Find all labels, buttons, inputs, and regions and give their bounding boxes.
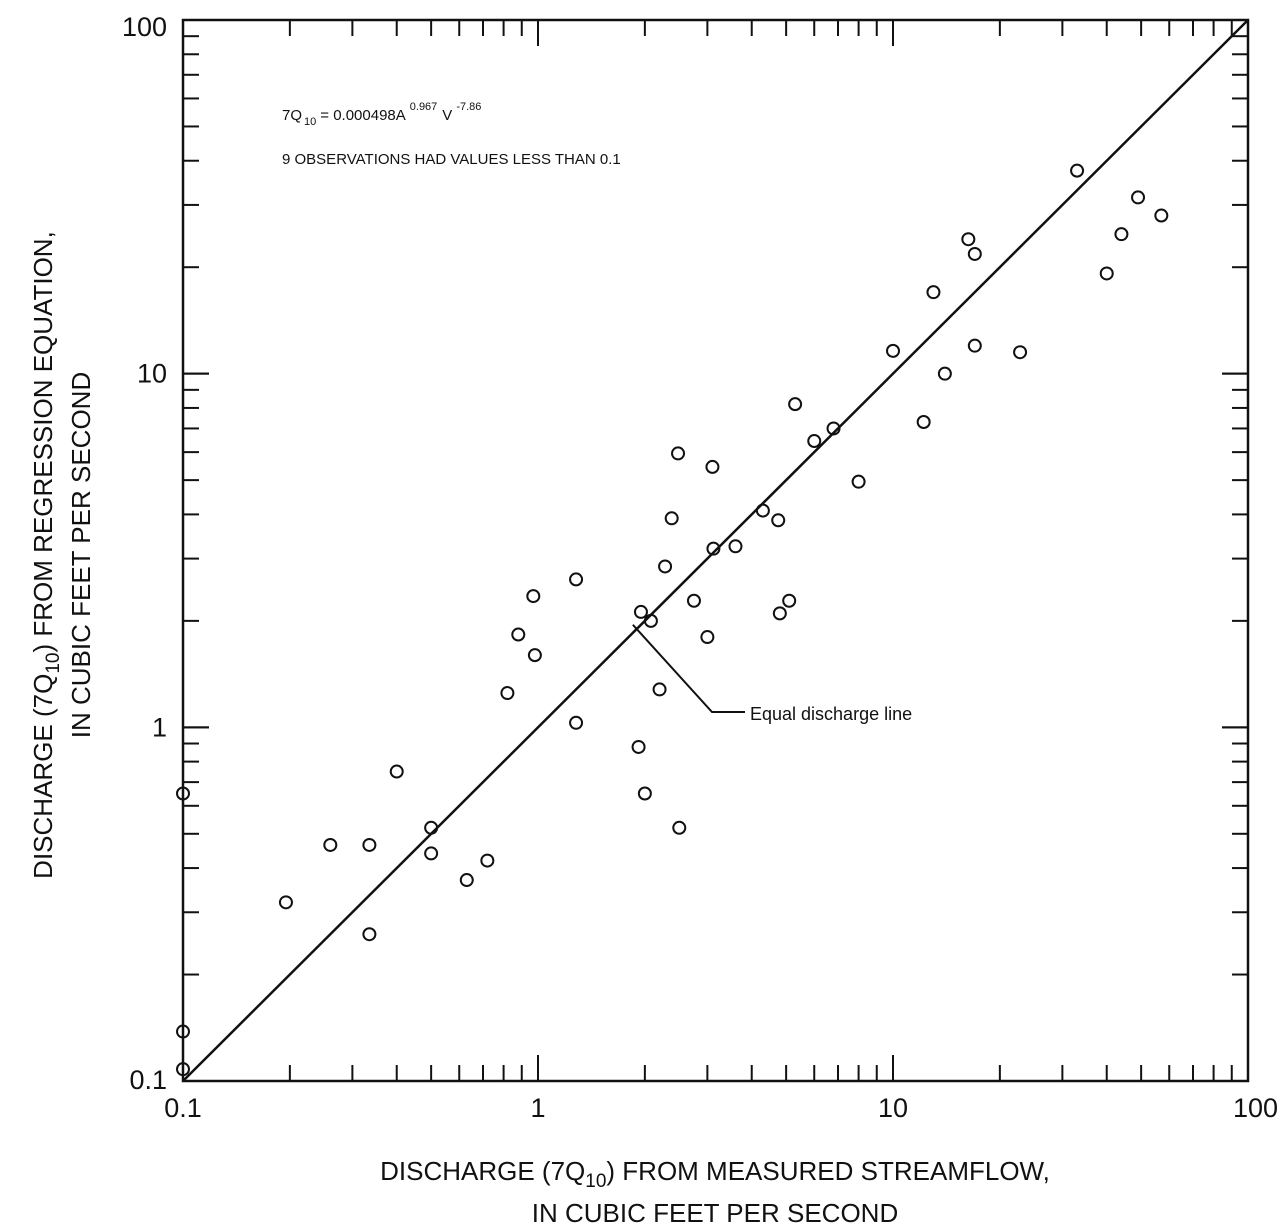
- data-point: [782, 593, 797, 608]
- equation-mid: = 0.000498A: [320, 107, 406, 124]
- data-point: [706, 541, 721, 556]
- data-point: [1154, 208, 1169, 223]
- x-tick-label: 0.1: [164, 1093, 202, 1123]
- data-point: [480, 853, 495, 868]
- data-point: [961, 232, 976, 247]
- data-point: [886, 343, 900, 358]
- data-point: [672, 820, 687, 835]
- data-point: [788, 397, 803, 412]
- y-axis-title-post: ) FROM REGRESSION EQUATION,: [28, 231, 58, 652]
- data-point: [362, 927, 377, 942]
- x-axis-title-sub: 10: [585, 1171, 606, 1192]
- equation-exp-a: 0.967: [410, 101, 438, 113]
- data-point: [527, 648, 542, 663]
- data-point: [526, 589, 541, 604]
- data-point: [176, 1062, 190, 1077]
- data-point: [511, 627, 526, 642]
- data-point: [664, 511, 679, 526]
- x-axis-title: DISCHARGE (7Q10) FROM MEASURED STREAMFLO…: [380, 1156, 1050, 1192]
- regression-equation: 7Q 10 = 0.000498A 0.967 V -7.86: [282, 101, 481, 128]
- x-tick-label: 10: [878, 1093, 908, 1123]
- data-point: [323, 837, 338, 852]
- data-point: [362, 837, 377, 852]
- data-point: [807, 434, 822, 449]
- data-point: [1131, 190, 1146, 205]
- data-point: [916, 415, 931, 430]
- data-point: [1013, 345, 1028, 360]
- data-point: [631, 739, 646, 754]
- x-axis-title-pre: DISCHARGE (7Q: [380, 1156, 585, 1186]
- y-axis-title-pre: DISCHARGE (7Q: [28, 674, 58, 879]
- observations-note: 9 OBSERVATIONS HAD VALUES LESS THAN 0.1: [282, 151, 621, 168]
- y-axis-title-line2: IN CUBIC FEET PER SECOND: [66, 372, 96, 738]
- annotation-equal-discharge-line: Equal discharge line: [750, 704, 912, 724]
- data-point: [176, 1024, 190, 1039]
- data-point: [569, 715, 584, 730]
- data-point: [686, 593, 701, 608]
- tick-labels: 0.1 1 10 100 0.1 1 10 100: [122, 12, 1278, 1123]
- equation-lhs-sub: 10: [304, 116, 316, 128]
- y-tick-label: 1: [152, 712, 167, 742]
- data-point: [424, 846, 439, 861]
- x-axis-title-post: ) FROM MEASURED STREAMFLOW,: [606, 1156, 1049, 1186]
- data-point: [967, 338, 982, 353]
- equation-v: V: [442, 107, 452, 124]
- data-point: [500, 686, 515, 701]
- data-point: [569, 572, 584, 587]
- data-point: [637, 786, 652, 801]
- x-axis-title-line2: IN CUBIC FEET PER SECOND: [532, 1198, 898, 1228]
- plot-area-frame: [181, 18, 1250, 1083]
- data-point: [772, 606, 787, 621]
- data-point: [278, 895, 293, 910]
- data-point: [459, 873, 474, 888]
- data-point: [705, 459, 720, 474]
- data-point: [1099, 266, 1114, 281]
- data-point: [176, 786, 190, 801]
- data-point: [826, 421, 841, 436]
- data-point: [633, 604, 648, 619]
- y-tick-label: 100: [122, 12, 167, 42]
- y-tick-label: 0.1: [129, 1065, 167, 1095]
- x-tick-label: 1: [530, 1093, 545, 1123]
- data-point: [658, 559, 673, 574]
- y-axis-title: DISCHARGE (7Q10) FROM REGRESSION EQUATIO…: [28, 231, 64, 879]
- data-point: [643, 613, 658, 628]
- data-point: [771, 513, 786, 528]
- data-point: [937, 366, 952, 381]
- y-axis-title-group: DISCHARGE (7Q10) FROM REGRESSION EQUATIO…: [28, 231, 96, 879]
- equal-discharge-line: [182, 19, 1249, 1082]
- annotation-leader-line: [632, 624, 745, 713]
- equation-exp-v: -7.86: [456, 101, 481, 113]
- axis-ticks: [182, 19, 1249, 1082]
- data-point: [1070, 163, 1085, 178]
- data-point: [700, 630, 715, 645]
- data-point: [755, 503, 770, 518]
- y-axis-title-sub: 10: [43, 653, 64, 674]
- x-tick-label: 100: [1233, 1093, 1278, 1123]
- data-point: [424, 820, 439, 835]
- data-point: [1114, 227, 1129, 242]
- data-point: [967, 246, 982, 261]
- y-tick-label: 10: [137, 359, 167, 389]
- data-point: [728, 539, 743, 554]
- data-point: [389, 764, 404, 779]
- equation-lhs: 7Q: [282, 107, 302, 124]
- data-point: [671, 446, 686, 461]
- data-point: [652, 682, 667, 697]
- data-point: [926, 285, 941, 300]
- data-point: [851, 474, 866, 489]
- data-points: [176, 163, 1169, 1077]
